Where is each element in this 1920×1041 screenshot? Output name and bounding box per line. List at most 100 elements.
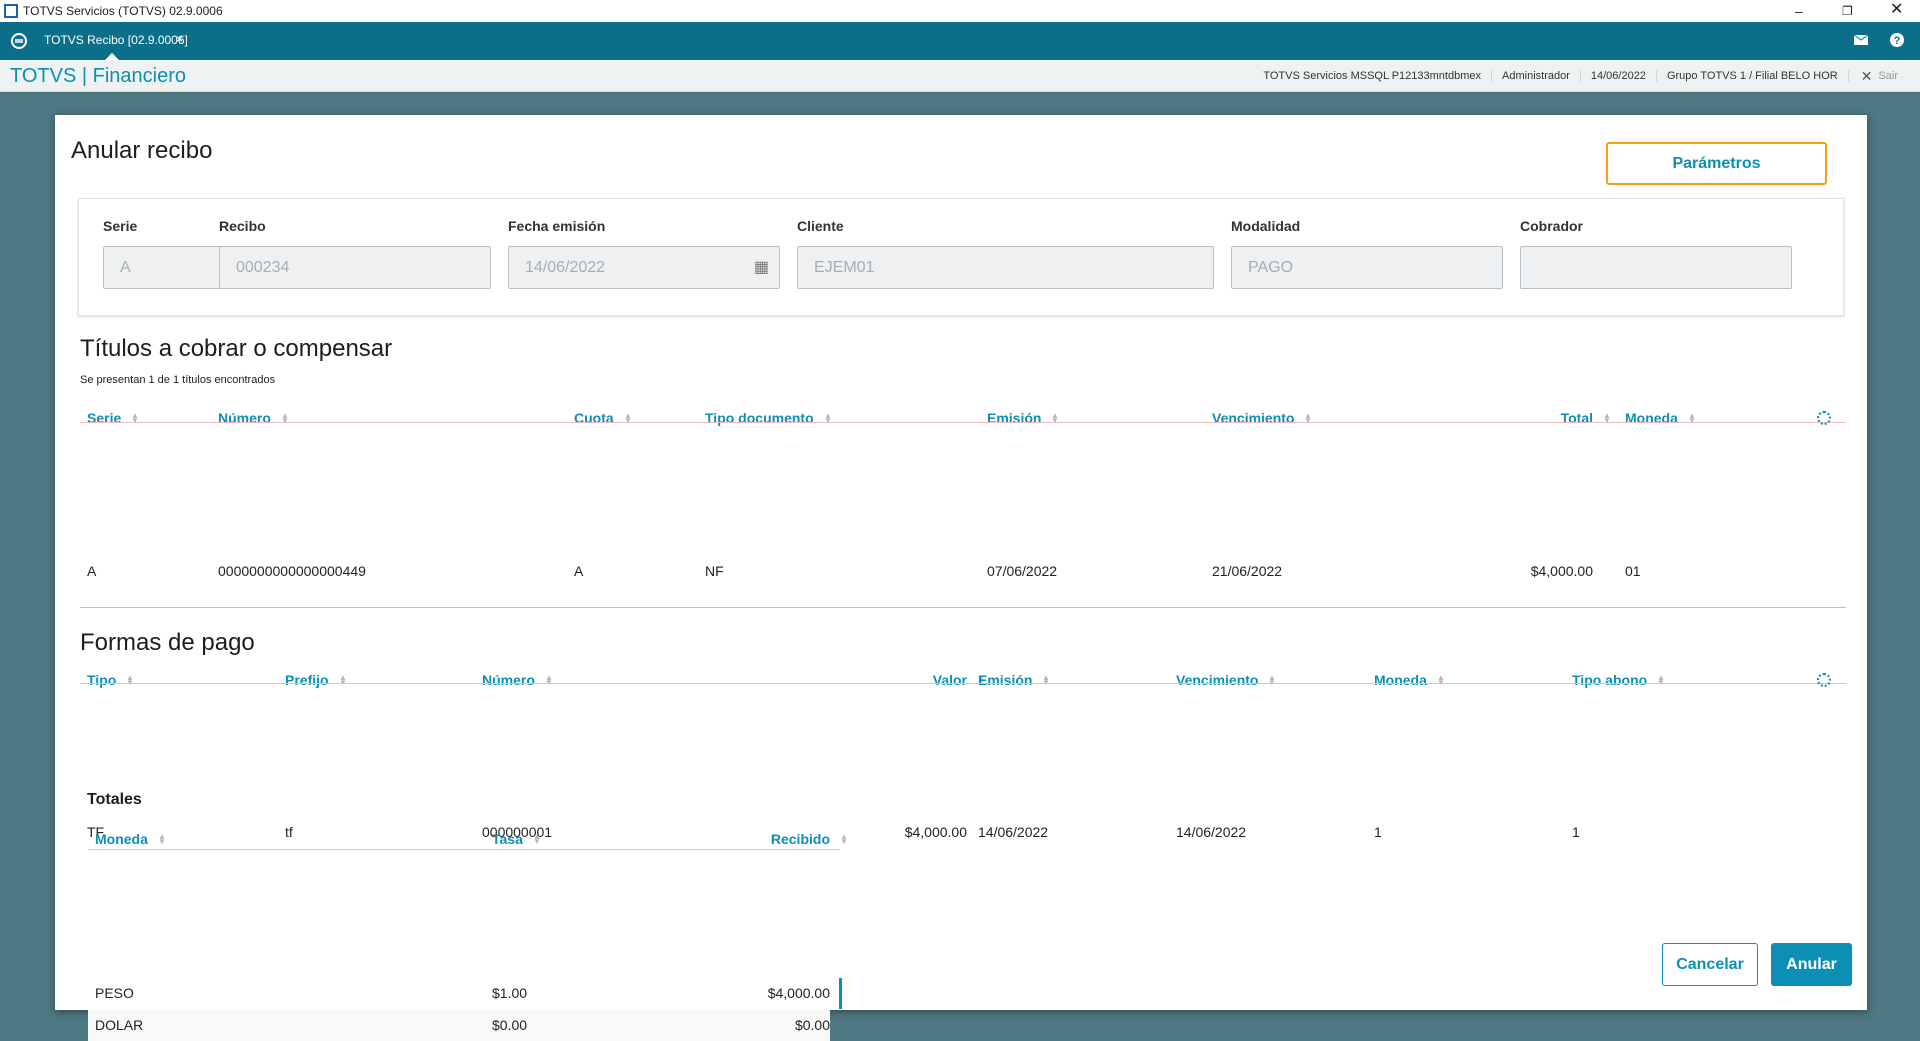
totals-table: Moneda ▲ ▼ Tasa ▲ ▼ Recibido ▲ ▼ PESO $1.00 $4,000.…	[88, 831, 848, 1041]
cell: tf	[285, 824, 293, 840]
cell: 14/06/2022	[1176, 824, 1247, 840]
cell: DOLAR	[95, 1017, 144, 1033]
sort-icon[interactable]: ▲▼	[158, 832, 166, 846]
sort-icon[interactable]: ▲▼	[1603, 411, 1611, 425]
column-header[interactable]: Serie	[87, 410, 122, 426]
cell: 000000001	[482, 824, 553, 840]
sort-icon[interactable]: ▲▼	[1688, 411, 1696, 425]
parameters-button[interactable]: Parámetros	[1606, 142, 1827, 185]
column-header[interactable]: Prefijo	[285, 672, 329, 688]
column-header[interactable]: Tipo documento	[705, 410, 814, 426]
sort-icon[interactable]: ▲▼	[545, 673, 553, 687]
cell: $4,000.00	[1530, 563, 1593, 579]
menu-icon[interactable]	[10, 32, 28, 50]
field-label: Fecha emisión	[508, 218, 606, 234]
settings-icon[interactable]	[1817, 673, 1831, 687]
column-header[interactable]: Número	[482, 672, 535, 688]
app-header: TOTVS | Financiero TOTVS Servicios MSSQL…	[0, 60, 1920, 92]
cell: $4,000.00	[767, 985, 830, 1001]
window-titlebar: TOTVS Servicios (TOTVS) 02.9.0006 – ❐ ✕	[0, 0, 1920, 22]
header-info: TOTVS Servicios MSSQL P12133mntdbmex Admi…	[1253, 60, 1898, 92]
confirm-button[interactable]: Anular	[1771, 943, 1852, 986]
sort-icon[interactable]: ▲▼	[840, 832, 848, 846]
column-header[interactable]: Valor	[932, 672, 967, 688]
totals-title: Totales	[87, 791, 142, 808]
field-label: Modalidad	[1231, 218, 1301, 234]
modal: Anular recibo Parámetros Serie A Recibo 000…	[55, 115, 1867, 1041]
calendar-icon[interactable]: ▦	[753, 259, 769, 276]
column-header[interactable]: Total	[1560, 410, 1593, 426]
cell: $0.00	[794, 1017, 830, 1033]
sort-icon[interactable]: ▲▼	[281, 411, 289, 425]
sort-icon[interactable]: ▲▼	[1437, 673, 1445, 687]
tab-label[interactable]: TOTVS Recibo [02.9.0006]	[44, 33, 188, 47]
sort-icon[interactable]: ▲▼	[126, 673, 134, 687]
cell: 14/06/2022	[978, 824, 1049, 840]
column-header[interactable]: Cuota	[574, 410, 614, 426]
field-input: 000234	[219, 246, 491, 289]
settings-icon[interactable]	[1817, 411, 1831, 425]
tab-indicator	[105, 53, 119, 60]
header-item: Grupo TOTVS 1 / Filial BELO HOR	[1657, 70, 1849, 82]
filter-card: Serie A Recibo 000234 Fecha emisión 14/06/202…	[78, 198, 1844, 316]
mail-icon[interactable]	[1853, 33, 1869, 47]
header-line	[80, 683, 1846, 684]
column-header[interactable]: Recibido	[770, 831, 830, 847]
column-header[interactable]: Tipo	[87, 672, 117, 688]
help-icon[interactable]: ?	[1889, 32, 1905, 48]
cell: PESO	[95, 985, 134, 1001]
sort-icon[interactable]: ▲▼	[824, 411, 832, 425]
cell: 0000000000000000449	[218, 563, 366, 579]
section-title: Títulos a cobrar o compensar	[80, 335, 393, 362]
column-header[interactable]: Emisión	[978, 672, 1033, 688]
column-header[interactable]: Emisión	[987, 410, 1042, 426]
column-header[interactable]: Vencimiento	[1212, 410, 1295, 426]
cell: NF	[705, 563, 724, 579]
field-label: Recibo	[219, 218, 266, 234]
logout-icon[interactable]: ✕	[1860, 67, 1873, 84]
column-header[interactable]: Moneda	[95, 831, 148, 847]
cell: $1.00	[492, 985, 528, 1001]
separator	[80, 607, 1846, 608]
tab-close[interactable]: ×	[176, 32, 184, 46]
column-header[interactable]: Vencimiento	[1176, 672, 1259, 688]
tab-bar: TOTVS Recibo [02.9.0006] × ?	[0, 22, 1920, 60]
column-header[interactable]: Moneda	[1374, 672, 1427, 688]
field-input: EJEM01	[797, 246, 1214, 289]
sort-icon[interactable]: ▲▼	[1304, 411, 1312, 425]
section-subtitle: Se presentan 1 de 1 títulos encontrados	[80, 374, 276, 386]
scroll-indicator	[839, 978, 842, 1009]
column-header[interactable]: Moneda	[1625, 410, 1678, 426]
column-header[interactable]: Número	[218, 410, 271, 426]
sort-icon[interactable]: ▲▼	[1657, 673, 1665, 687]
sort-icon[interactable]: ▲▼	[624, 411, 632, 425]
sort-icon[interactable]: ▲▼	[131, 411, 139, 425]
sort-icon[interactable]: ▲▼	[1051, 411, 1059, 425]
logout[interactable]: Sair	[1878, 70, 1898, 82]
sort-icon[interactable]: ▲▼	[977, 673, 985, 687]
sort-icon[interactable]: ▲▼	[339, 673, 347, 687]
cell: A	[87, 563, 97, 579]
header-item: 14/06/2022	[1581, 70, 1657, 82]
modal-title: Anular recibo	[71, 137, 213, 164]
field-input	[1520, 246, 1792, 289]
column-header[interactable]: Tasa	[492, 831, 523, 847]
cell: $4,000.00	[904, 824, 967, 840]
column-header[interactable]: Tipo abono	[1572, 672, 1648, 688]
field-label: Serie	[103, 218, 138, 234]
header-item: TOTVS Servicios MSSQL P12133mntdbmex	[1253, 70, 1493, 82]
cell: 1	[1572, 824, 1580, 840]
cell: A	[574, 563, 584, 579]
sort-icon[interactable]: ▲▼	[1042, 673, 1050, 687]
field-input: A	[103, 246, 230, 289]
restore[interactable]: ❐	[1842, 4, 1853, 18]
brand: TOTVS | Financiero	[10, 65, 186, 87]
sort-icon[interactable]: ▲▼	[533, 832, 541, 846]
sort-icon[interactable]: ▲▼	[1268, 673, 1276, 687]
field-label: Cliente	[797, 218, 844, 234]
minimize[interactable]: –	[1795, 3, 1803, 19]
close[interactable]: ✕	[1890, 1, 1904, 18]
cancel-button[interactable]: Cancelar	[1662, 943, 1758, 986]
header-item: Administrador	[1492, 70, 1581, 82]
